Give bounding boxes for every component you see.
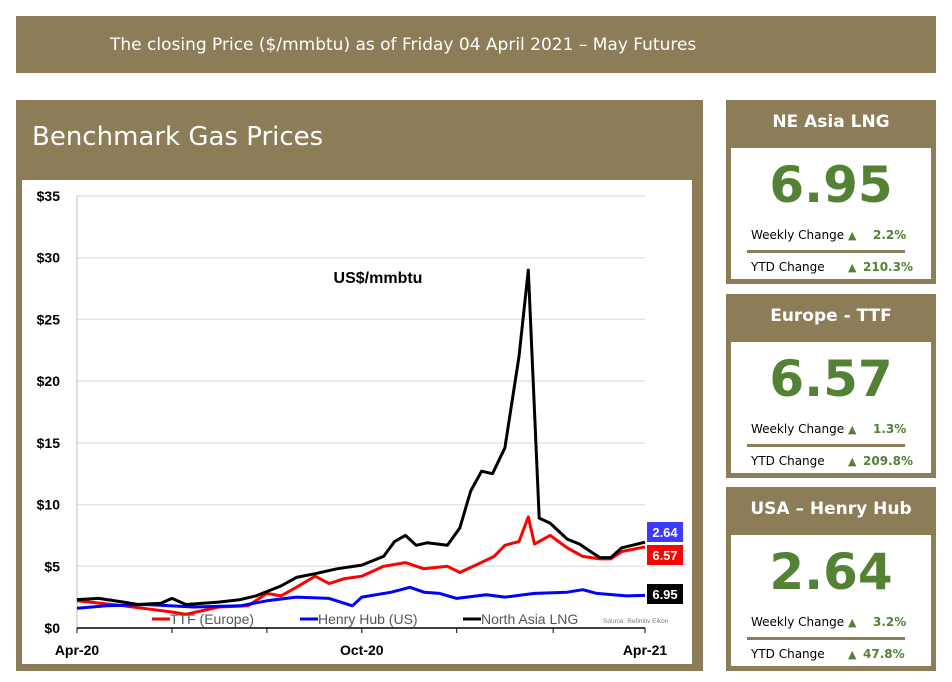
- up-arrow-icon: ▲: [848, 229, 857, 242]
- source-note: Source: Refinitiv Eikon: [603, 618, 669, 625]
- weekly-change: 3.2%: [873, 615, 907, 629]
- end-label: 6.95: [652, 587, 677, 602]
- divider: [747, 250, 905, 253]
- ytd-change: 209.8%: [863, 454, 913, 468]
- ytd-change: 210.3%: [863, 260, 913, 274]
- card-body: 2.64 Weekly Change ▲ 3.2% YTD Change ▲ 4…: [731, 535, 931, 666]
- x-tick-label: Oct-20: [340, 642, 384, 658]
- up-arrow-icon: ▲: [848, 423, 857, 436]
- y-tick-label: $15: [37, 435, 61, 451]
- y-tick-label: $5: [44, 558, 60, 574]
- end-label-box: [647, 545, 683, 565]
- card-value: 2.64: [769, 543, 893, 601]
- y-tick-label: $0: [44, 620, 60, 636]
- y-tick-label: $30: [37, 250, 61, 266]
- chart-annotation: US$/mmbtu: [334, 270, 423, 287]
- end-label-box: [647, 522, 683, 542]
- card-ne-asia-lng: NE Asia LNG 6.95 Weekly Change ▲ 2.2% YT…: [726, 100, 936, 284]
- ytd-label: YTD Change: [751, 647, 825, 661]
- x-tick-label: Apr-21: [623, 642, 668, 658]
- card-body: 6.57 Weekly Change ▲ 1.3% YTD Change ▲ 2…: [731, 342, 931, 473]
- end-label-box: [647, 584, 683, 604]
- series-line-1: [76, 585, 646, 610]
- weekly-label: Weekly Change: [751, 422, 845, 436]
- card-title: NE Asia LNG: [772, 112, 890, 132]
- up-arrow-icon: ▲: [848, 455, 857, 468]
- card-usa-henry-hub: USA – Henry Hub 2.64 Weekly Change ▲ 3.2…: [726, 487, 936, 671]
- panel-title: Benchmark Gas Prices: [32, 122, 324, 152]
- y-tick-label: $25: [37, 311, 61, 327]
- ytd-label: YTD Change: [751, 454, 825, 468]
- banner-text: The closing Price ($/mmbtu) as of Friday…: [110, 34, 697, 55]
- ytd-change: 47.8%: [863, 647, 905, 661]
- y-tick-label: $10: [37, 497, 61, 513]
- y-tick-label: $20: [37, 373, 61, 389]
- end-label: 2.64: [652, 525, 678, 540]
- ytd-label: YTD Change: [751, 260, 825, 274]
- divider: [747, 444, 905, 447]
- legend-label: Henry Hub (US): [318, 611, 418, 627]
- card-body: 6.95 Weekly Change ▲ 2.2% YTD Change ▲ 2…: [731, 148, 931, 279]
- up-arrow-icon: ▲: [848, 616, 857, 629]
- weekly-label: Weekly Change: [751, 228, 845, 242]
- plot-area: [22, 180, 692, 664]
- weekly-change: 2.2%: [873, 228, 907, 242]
- up-arrow-icon: ▲: [848, 648, 857, 661]
- legend-label: TTF (Europe): [170, 611, 254, 627]
- card-value: 6.57: [769, 350, 893, 408]
- y-tick-label: $35: [37, 188, 61, 204]
- divider: [747, 637, 905, 640]
- end-label: 6.57: [652, 548, 677, 563]
- card-title: USA – Henry Hub: [750, 499, 912, 519]
- x-tick-label: Apr-20: [55, 642, 100, 658]
- series-line-2: [76, 268, 646, 606]
- card-value: 6.95: [769, 156, 893, 214]
- card-europe-ttf: Europe - TTF 6.57 Weekly Change ▲ 1.3% Y…: [726, 294, 936, 478]
- header-banner: The closing Price ($/mmbtu) as of Friday…: [16, 16, 936, 73]
- weekly-label: Weekly Change: [751, 615, 845, 629]
- weekly-change: 1.3%: [873, 422, 907, 436]
- card-title: Europe - TTF: [770, 306, 892, 326]
- up-arrow-icon: ▲: [848, 261, 857, 274]
- legend-label: North Asia LNG: [481, 611, 578, 627]
